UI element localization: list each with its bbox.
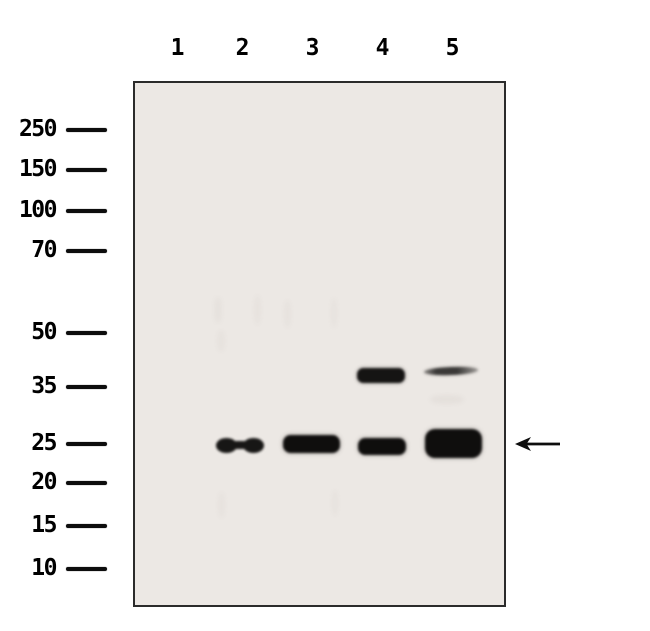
ladder-label-20kda: 20 [31, 468, 57, 495]
band-lane2-25kda [215, 437, 265, 453]
faint-smudge [214, 297, 222, 323]
ladder-label-100kda: 100 [18, 196, 58, 223]
faint-smudge [331, 298, 337, 328]
ladder-tick-50kda [66, 330, 107, 336]
faint-smudge [254, 295, 261, 325]
ladder-tick-150kda [66, 167, 107, 173]
lane-label-4: 4 [375, 35, 390, 61]
lane-label-3: 3 [305, 35, 320, 61]
faint-smudge [218, 492, 225, 518]
ladder-label-250kda: 250 [18, 115, 58, 142]
faint-smudge [430, 395, 464, 404]
ladder-label-150kda: 150 [18, 155, 58, 182]
ladder-tick-35kda [66, 384, 107, 390]
band-waist [225, 440, 255, 450]
ladder-tick-25kda [66, 441, 107, 447]
ladder-label-10kda: 10 [31, 554, 57, 581]
blot-membrane [133, 81, 506, 607]
ladder-tick-250kda [66, 127, 107, 133]
ladder-tick-10kda [66, 566, 107, 572]
lane-label-5: 5 [445, 35, 460, 61]
ladder-label-25kda: 25 [31, 429, 57, 456]
ladder-tick-100kda [66, 208, 107, 214]
band-lane5-25kda [424, 428, 482, 458]
band-lane4-25kda [358, 437, 406, 455]
ladder-label-70kda: 70 [31, 236, 57, 263]
band-lane4-38kda [357, 367, 405, 383]
lane-label-2: 2 [235, 35, 250, 61]
faint-smudge [284, 300, 291, 328]
lane-label-1: 1 [170, 35, 185, 61]
ladder-tick-70kda [66, 248, 107, 254]
ladder-label-15kda: 15 [31, 511, 57, 538]
ladder-label-35kda: 35 [31, 372, 57, 399]
ladder-label-50kda: 50 [31, 318, 57, 345]
band-lane3-25kda [282, 435, 340, 453]
faint-smudge [217, 330, 225, 352]
band-pointer-arrow-icon [515, 437, 560, 451]
ladder-tick-20kda [66, 480, 107, 486]
faint-smudge [332, 490, 338, 516]
ladder-tick-15kda [66, 523, 107, 529]
